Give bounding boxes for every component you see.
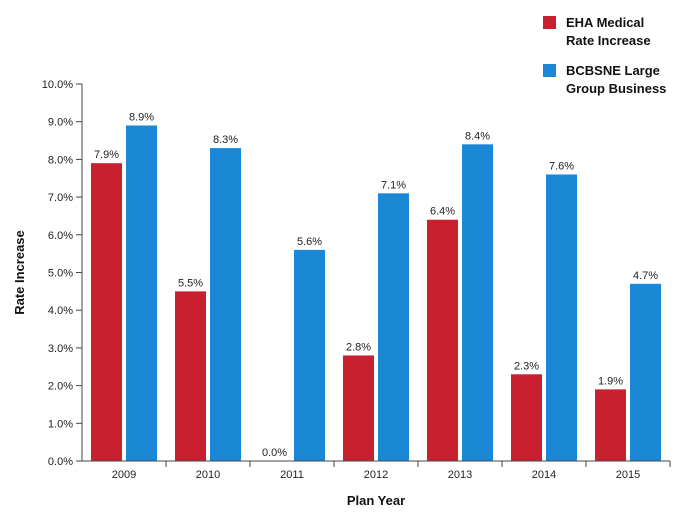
bar (546, 174, 577, 462)
data-label: 8.9% (129, 111, 154, 123)
legend-label: BCBSNE Large (566, 63, 660, 78)
data-label: 6.4% (430, 206, 455, 218)
x-tick-label: 2010 (196, 469, 220, 481)
bar (630, 283, 661, 461)
x-tick-label: 2012 (364, 469, 388, 481)
bars (91, 125, 661, 462)
data-label: 5.5% (178, 277, 203, 289)
y-tick-label: 4.0% (48, 305, 73, 317)
data-label: 7.6% (549, 160, 574, 172)
y-tick-label: 9.0% (48, 117, 73, 129)
x-tick-label: 2014 (532, 469, 556, 481)
bar (294, 249, 325, 461)
legend-label: Group Business (566, 81, 666, 96)
x-tick-label: 2013 (448, 469, 472, 481)
x-axis-title: Plan Year (347, 493, 405, 508)
legend: EHA Medical Rate Increase BCBSNE Large Grou… (543, 15, 666, 96)
bar (427, 219, 458, 461)
bar (378, 193, 409, 461)
data-label: 1.9% (598, 375, 623, 387)
bar (210, 148, 241, 461)
bar (175, 291, 206, 461)
bar (462, 144, 493, 461)
y-tick-label: 1.0% (48, 418, 73, 430)
y-tick-label: 0.0% (48, 456, 73, 468)
legend-swatch (543, 64, 556, 77)
y-tick-label: 7.0% (48, 192, 73, 204)
legend-swatch (543, 16, 556, 29)
data-labels: 7.9% 8.9% 5.5% 8.3% 0.0% 5.6% 2.8% 7.1% 6.4% 8.4%… (94, 111, 658, 459)
data-label: 7.1% (381, 179, 406, 191)
y-axis-title: Rate Increase (12, 230, 27, 315)
data-label: 2.3% (514, 360, 539, 372)
data-label: 7.9% (94, 149, 119, 161)
y-tick-label: 8.0% (48, 154, 73, 166)
y-tick-label: 2.0% (48, 381, 73, 393)
bar (343, 355, 374, 461)
y-tick-label: 3.0% (48, 343, 73, 355)
legend-label: EHA Medical (566, 15, 644, 30)
bar (595, 389, 626, 461)
data-label: 5.6% (297, 236, 322, 248)
y-tick-label: 6.0% (48, 230, 73, 242)
data-label: 8.3% (213, 134, 238, 146)
bar (91, 163, 122, 462)
y-tick-label: 5.0% (48, 268, 73, 280)
bar (126, 125, 157, 461)
legend-label: Rate Increase (566, 33, 651, 48)
x-tick-label: 2009 (112, 469, 136, 481)
x-axis: 2009 2010 2011 2012 2013 2014 2015 (82, 460, 671, 481)
y-tick-label: 10.0% (42, 79, 73, 91)
data-label: 2.8% (346, 341, 371, 353)
x-tick-label: 2011 (280, 469, 304, 481)
y-axis: 0.0% 1.0% 2.0% 3.0% 4.0% 5.0% 6.0% 7.0% 8.0% 9.0%… (42, 79, 83, 468)
bar (511, 374, 542, 461)
data-label: 0.0% (262, 447, 287, 459)
data-label: 4.7% (633, 270, 658, 282)
data-label: 8.4% (465, 130, 490, 142)
x-tick-label: 2015 (616, 469, 640, 481)
